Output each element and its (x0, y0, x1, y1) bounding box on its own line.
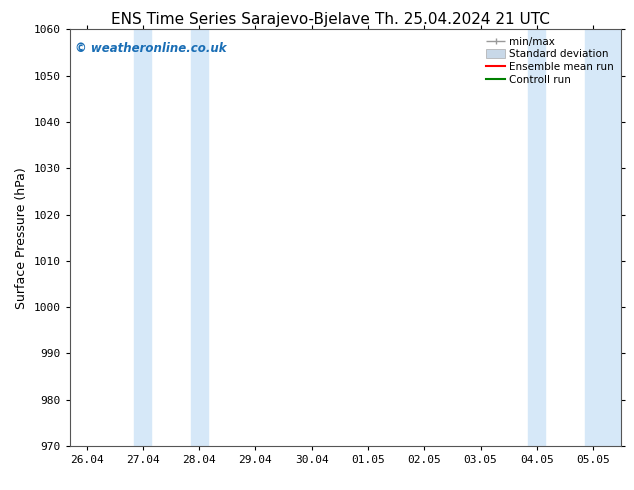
Text: © weatheronline.co.uk: © weatheronline.co.uk (75, 42, 227, 55)
Bar (134, 29, 152, 446)
Bar (191, 29, 207, 446)
Text: ENS Time Series Sarajevo-Bjelave: ENS Time Series Sarajevo-Bjelave (112, 12, 370, 27)
Text: Th. 25.04.2024 21 UTC: Th. 25.04.2024 21 UTC (375, 12, 550, 27)
Legend: min/max, Standard deviation, Ensemble mean run, Controll run: min/max, Standard deviation, Ensemble me… (484, 35, 616, 87)
Bar (585, 29, 621, 446)
Bar (529, 29, 545, 446)
Y-axis label: Surface Pressure (hPa): Surface Pressure (hPa) (15, 167, 28, 309)
